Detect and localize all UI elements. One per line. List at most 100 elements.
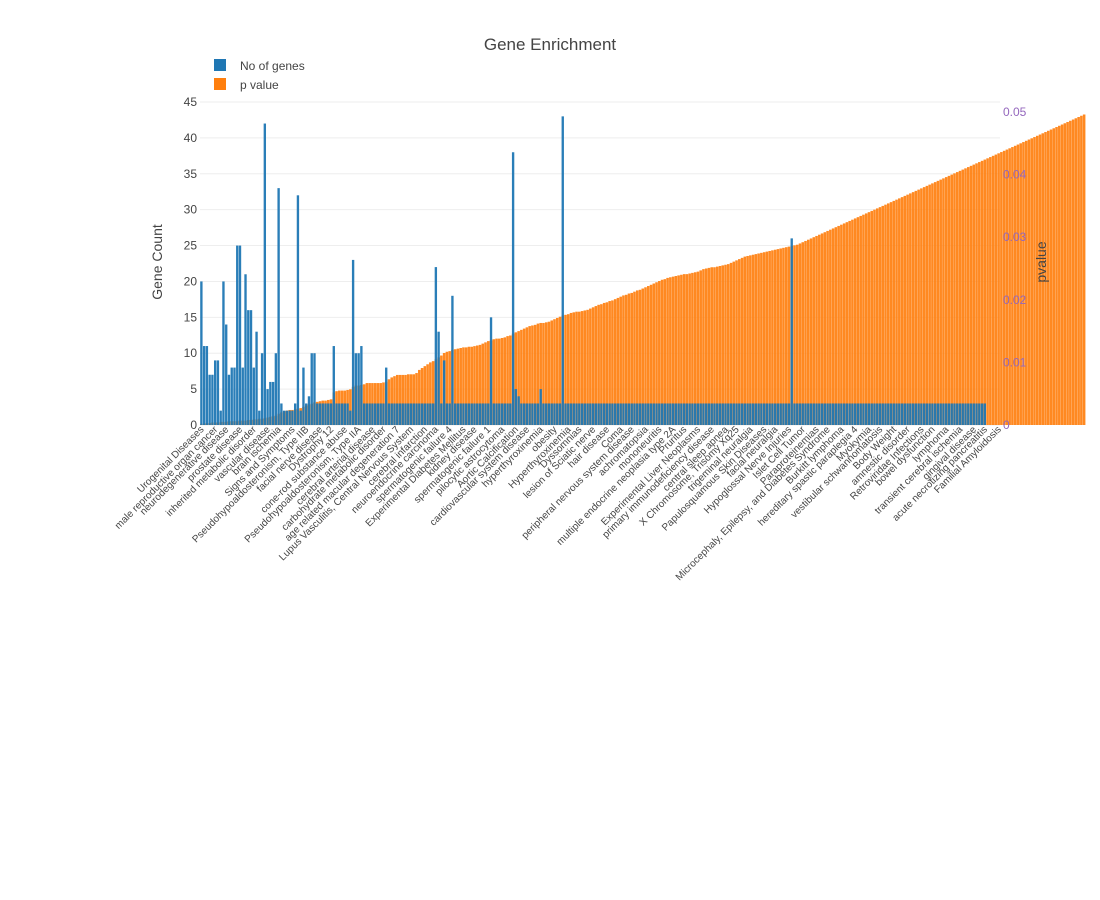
gene-count-bar bbox=[412, 403, 415, 425]
pvalue-bar bbox=[605, 302, 609, 425]
gene-count-bar bbox=[373, 403, 377, 425]
gene-count-bar bbox=[533, 403, 537, 425]
pvalue-bar bbox=[986, 158, 989, 425]
gene-count-bar bbox=[958, 403, 962, 425]
gene-count-bar bbox=[887, 403, 890, 425]
gene-count-bar bbox=[746, 403, 749, 425]
pvalue-bar bbox=[991, 155, 995, 425]
gene-count-bar bbox=[922, 403, 926, 425]
pvalue-bar bbox=[498, 338, 501, 425]
gene-count-bar bbox=[453, 403, 457, 425]
pvalue-bar bbox=[834, 227, 838, 425]
pvalue-bar bbox=[845, 222, 849, 425]
pvalue-bar bbox=[969, 165, 973, 425]
pvalue-bar bbox=[900, 197, 904, 425]
gene-count-bar bbox=[969, 403, 973, 425]
gene-count-bar bbox=[561, 116, 564, 425]
gene-count-bar bbox=[329, 403, 333, 425]
pvalue-bar bbox=[655, 282, 658, 425]
pvalue-bar bbox=[674, 276, 678, 425]
gene-count-bar bbox=[293, 403, 297, 425]
gene-count-bar bbox=[666, 403, 669, 425]
pvalue-bar bbox=[931, 183, 934, 425]
gene-count-bar bbox=[591, 403, 595, 425]
pvalue-bar bbox=[481, 343, 485, 425]
legend[interactable]: No of genes p value bbox=[214, 59, 305, 92]
gene-count-bar bbox=[933, 403, 937, 425]
pvalue-bar bbox=[597, 304, 600, 425]
gene-count-bar bbox=[779, 403, 782, 425]
pvalue-bar bbox=[406, 374, 410, 425]
gene-count-bar bbox=[426, 403, 429, 425]
pvalue-bar bbox=[862, 214, 865, 425]
gene-count-bar bbox=[627, 403, 631, 425]
gene-count-bar bbox=[688, 403, 691, 425]
gene-count-bar bbox=[931, 403, 934, 425]
gene-count-bar bbox=[980, 403, 984, 425]
gene-count-bar bbox=[776, 403, 780, 425]
pvalue-bar bbox=[1038, 134, 1042, 425]
gene-count-bar bbox=[368, 403, 371, 425]
pvalue-bar bbox=[395, 374, 399, 425]
pvalue-bar bbox=[525, 327, 529, 425]
gene-count-bar bbox=[859, 403, 862, 425]
legend-swatch-genes bbox=[214, 59, 226, 71]
pvalue-bar bbox=[564, 314, 567, 425]
gene-count-bar bbox=[713, 403, 716, 425]
pvalue-bar bbox=[622, 295, 625, 425]
pvalue-bar bbox=[942, 178, 945, 425]
gene-count-bar bbox=[729, 403, 733, 425]
pvalue-bar bbox=[1013, 145, 1017, 425]
pvalue-bar bbox=[1055, 127, 1058, 426]
pvalue-bar bbox=[589, 308, 592, 425]
pvalue-bar bbox=[732, 261, 736, 425]
gene-count-bar bbox=[605, 403, 609, 425]
gene-count-bar bbox=[244, 274, 247, 425]
gene-count-bar bbox=[382, 403, 385, 425]
gene-count-bar bbox=[445, 403, 449, 425]
pvalue-bar bbox=[467, 346, 471, 425]
y2-axis-title: pvalue bbox=[1033, 241, 1049, 282]
pvalue-bar bbox=[939, 179, 942, 425]
pvalue-bar bbox=[550, 320, 554, 425]
gene-count-bar bbox=[578, 403, 581, 425]
pvalue-bar bbox=[751, 254, 755, 425]
gene-count-bar bbox=[633, 403, 636, 425]
pvalue-bar bbox=[950, 174, 954, 425]
pvalue-bar bbox=[611, 300, 614, 425]
pvalue-bar bbox=[738, 259, 741, 425]
gene-count-bar bbox=[671, 403, 675, 425]
legend-label-pvalue: p value bbox=[240, 78, 279, 92]
gene-count-bar bbox=[743, 403, 747, 425]
gene-count-bar bbox=[365, 403, 369, 425]
pvalue-bar bbox=[575, 311, 578, 425]
gene-count-bar bbox=[851, 403, 854, 425]
gene-count-bar bbox=[465, 403, 468, 425]
pvalue-bar bbox=[718, 265, 722, 425]
gene-count-bar bbox=[589, 403, 592, 425]
pvalue-bar bbox=[555, 317, 559, 425]
pvalue-bar bbox=[842, 223, 846, 425]
pvalue-bar bbox=[619, 296, 622, 425]
pvalue-bar bbox=[765, 251, 769, 425]
gene-count-bar bbox=[409, 403, 413, 425]
gene-count-bar bbox=[324, 403, 327, 425]
pvalue-bar bbox=[989, 157, 992, 425]
pvalue-bar bbox=[925, 185, 929, 425]
gene-count-bar bbox=[586, 403, 589, 425]
gene-count-bar bbox=[903, 403, 907, 425]
gene-count-bar bbox=[500, 403, 504, 425]
pvalue-bar bbox=[669, 277, 672, 425]
gene-count-bar bbox=[249, 310, 253, 425]
pvalue-bar bbox=[895, 199, 898, 425]
pvalue-bar bbox=[486, 341, 490, 425]
gene-count-bar bbox=[845, 403, 849, 425]
pvalue-bar bbox=[1033, 137, 1036, 426]
pvalue-bar bbox=[784, 247, 788, 425]
pvalue-bar bbox=[349, 389, 352, 425]
gene-count-bar bbox=[757, 403, 760, 425]
gene-count-bar bbox=[685, 403, 689, 425]
gene-count-bar bbox=[809, 403, 813, 425]
y-tick-label: 20 bbox=[184, 274, 198, 288]
gene-count-bar bbox=[360, 346, 363, 425]
